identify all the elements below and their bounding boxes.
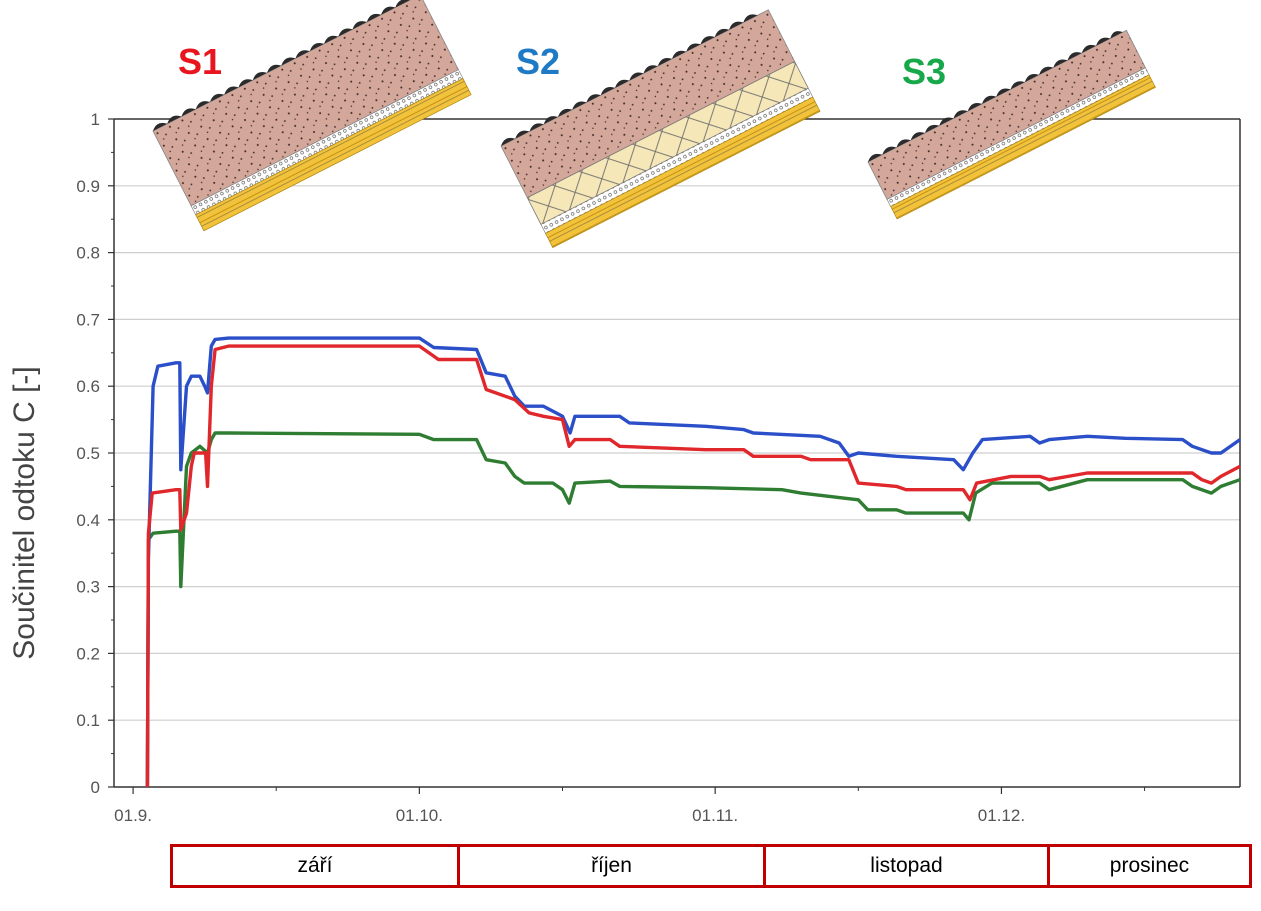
x-tick-label: 01.12.	[978, 806, 1025, 825]
roof-section-s1-illustration	[152, 0, 472, 232]
y-axis-title: Součinitel odtoku C [-]	[8, 366, 41, 659]
series-label-s3: S3	[902, 51, 946, 92]
month-cell-september: září	[170, 844, 460, 888]
roof-section-s3-illustration	[867, 29, 1156, 220]
x-tick-label: 01.9.	[114, 806, 152, 825]
y-tick-label: 1	[91, 110, 100, 129]
x-axis: 01.9. 01.10. 01.11. 01.12.	[114, 786, 1240, 825]
series-line-s3	[145, 431, 1241, 788]
series-line-s2	[145, 336, 1241, 788]
x-tick-label: 01.11.	[692, 806, 738, 825]
month-cell-october: říjen	[457, 844, 766, 888]
y-tick-label: 0.1	[76, 711, 100, 730]
series-label-s1: S1	[178, 41, 222, 82]
y-tick-label: 0.6	[76, 377, 100, 396]
y-tick-label: 0	[91, 778, 100, 797]
y-tick-label: 0.9	[76, 177, 100, 196]
month-cell-november: listopad	[763, 844, 1050, 888]
roof-section-s2-illustration	[500, 9, 821, 248]
month-cell-december: prosinec	[1047, 844, 1252, 888]
y-tick-label: 0.3	[76, 578, 100, 597]
series-lines	[145, 336, 1241, 788]
y-tick-label: 0.2	[76, 644, 100, 663]
y-tick-label: 0.4	[76, 511, 100, 530]
y-tick-label: 0.7	[76, 310, 100, 329]
grid-lines	[114, 185, 1240, 721]
series-line-s1	[145, 344, 1241, 788]
x-tick-label: 01.10.	[396, 806, 443, 825]
y-tick-label: 0.5	[76, 444, 100, 463]
series-labels: S1 S2 S3	[178, 41, 946, 92]
series-label-s2: S2	[516, 41, 560, 82]
y-tick-label: 0.8	[76, 244, 100, 263]
